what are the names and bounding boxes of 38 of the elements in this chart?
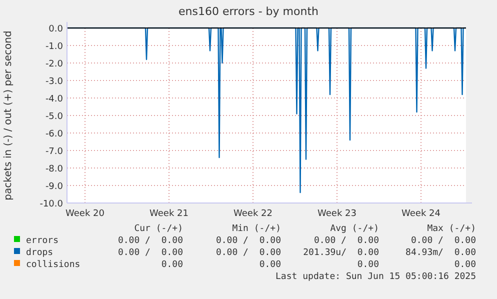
y-tick-label: -4.0 [45, 94, 64, 104]
text: Last update: Sun Jun 15 05:00:16 2025 [276, 272, 476, 282]
y-tick-label: -9.0 [45, 182, 64, 192]
text: Min (-/+) [232, 224, 281, 234]
chart-title: ens160 errors - by month [178, 5, 319, 18]
y-tick-label: -3.0 [45, 77, 64, 87]
x-tick-label: Week 24 [402, 209, 441, 219]
y-tick-label: -8.0 [45, 164, 64, 174]
text: 0.00 / 0.00 [118, 236, 183, 246]
legend-label: collisions [26, 260, 80, 270]
x-tick-label: Week 21 [150, 209, 188, 219]
x-tick-label: Week 22 [234, 209, 272, 219]
text: 0.00 [357, 260, 379, 270]
x-tick-label: Week 20 [66, 209, 105, 219]
y-tick-label: -7.0 [45, 147, 64, 157]
text: 0.00 / 0.00 [410, 236, 476, 246]
y-tick-label: -1.0 [45, 42, 64, 52]
text: 201.39u/ 0.00 [303, 248, 379, 258]
x-tick-label: Week 23 [318, 209, 356, 219]
text: 0.00 / 0.00 [314, 236, 379, 246]
text: 0.00 / 0.00 [216, 236, 281, 246]
text: 0.00 [259, 260, 281, 270]
text: Cur (-/+) [134, 224, 183, 234]
text: Avg (-/+) [330, 224, 379, 234]
legend-label: errors [26, 236, 59, 246]
y-tick-label: 0.0 [48, 24, 64, 34]
text: Max (-/+) [427, 224, 476, 234]
y-tick-label: -2.0 [45, 60, 64, 70]
text: 0.00 / 0.00 [216, 248, 281, 258]
legend-label: drops [26, 248, 54, 258]
y-tick-label: -5.0 [45, 112, 64, 122]
y-tick-label: -10.0 [40, 200, 64, 210]
text: 84.93m/ 0.00 [406, 248, 476, 258]
y-axis-title: packets in (-) / out (+) per second [3, 30, 14, 200]
text: 0.00 [454, 260, 476, 270]
text: 0.00 [161, 260, 183, 270]
text: 0.00 / 0.00 [118, 248, 183, 258]
y-tick-label: -6.0 [45, 130, 64, 140]
